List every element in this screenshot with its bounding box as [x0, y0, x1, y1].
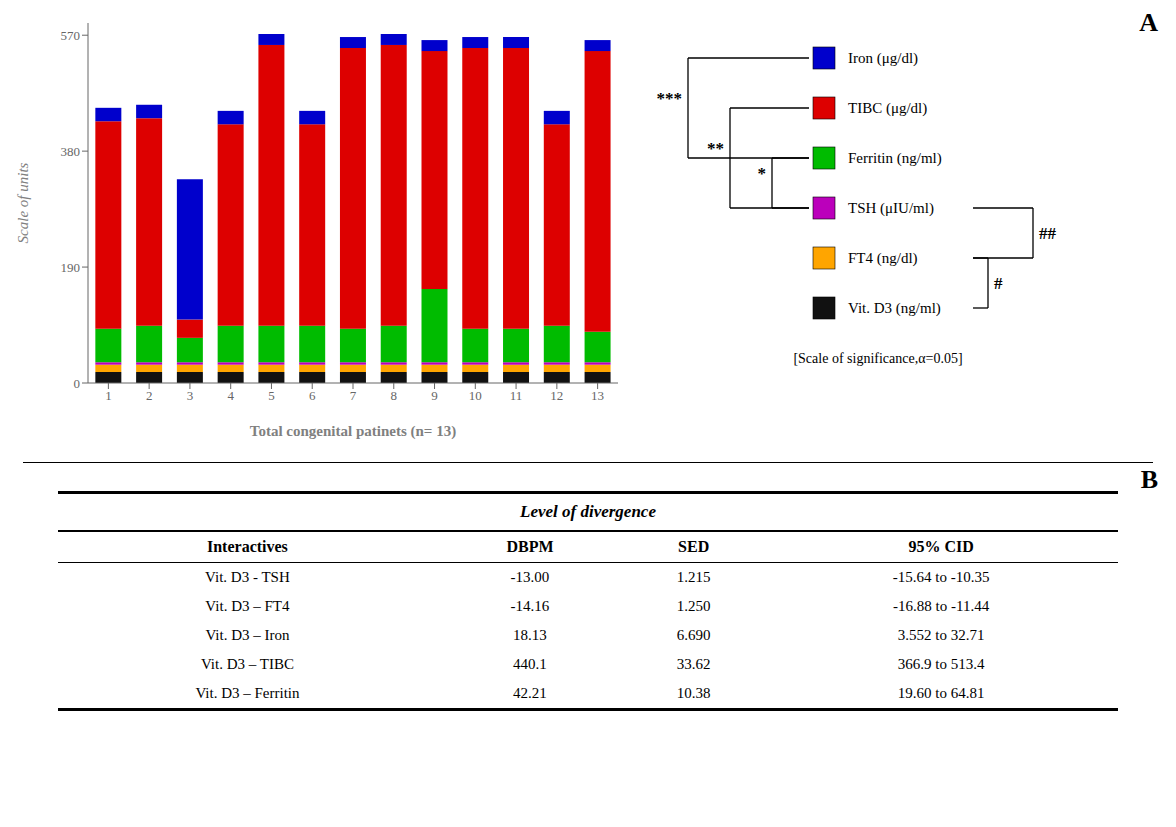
svg-text:13: 13	[591, 388, 604, 403]
svg-text:3: 3	[187, 388, 194, 403]
html-text:95% CID: 95% CID	[908, 538, 974, 555]
svg-text:7: 7	[350, 388, 357, 403]
svg-text:0: 0	[74, 376, 81, 391]
html-text:10.38: 10.38	[676, 685, 711, 701]
html-text:SED: SED	[678, 538, 710, 555]
svg-text:Total congenital patinets (n=: Total congenital patinets (n= 13)	[250, 423, 456, 440]
svg-text:Scale of units: Scale of units	[15, 162, 31, 243]
svg-text:TIBC (μg/dl): TIBC (μg/dl)	[848, 100, 927, 117]
svg-text:9: 9	[431, 388, 438, 403]
svg-text:570: 570	[61, 28, 81, 43]
svg-text:11: 11	[510, 388, 523, 403]
svg-text:5: 5	[268, 388, 275, 403]
svg-text:TSH (μIU/ml): TSH (μIU/ml)	[848, 200, 934, 217]
svg-text:#: #	[994, 274, 1003, 293]
html-text:Vit. D3 – Iron: Vit. D3 – Iron	[205, 627, 290, 643]
html-text:Level of divergence: Level of divergence	[520, 502, 656, 521]
svg-text:1: 1	[105, 388, 112, 403]
svg-text:*: *	[758, 164, 767, 183]
html-text:440.1: 440.1	[513, 656, 547, 672]
html-text:Vit. D3 – TIBC: Vit. D3 – TIBC	[200, 656, 294, 672]
html-text:19.60 to 64.81: 19.60 to 64.81	[897, 685, 985, 701]
svg-text:4: 4	[227, 388, 234, 403]
svg-text:##: ##	[1039, 224, 1057, 243]
svg-text:380: 380	[61, 144, 81, 159]
html-text:3.552 to 32.71: 3.552 to 32.71	[897, 627, 985, 643]
html-text:1.250: 1.250	[676, 598, 711, 614]
svg-text:12: 12	[550, 388, 563, 403]
html-text:33.62: 33.62	[676, 656, 711, 672]
svg-text:8: 8	[391, 388, 398, 403]
svg-text:190: 190	[61, 260, 81, 275]
html-text:366.9 to 513.4: 366.9 to 513.4	[897, 656, 985, 672]
html-text:42.21: 42.21	[513, 685, 547, 701]
svg-text:Iron (μg/dl): Iron (μg/dl)	[848, 50, 918, 67]
svg-text:2: 2	[146, 388, 153, 403]
html-text:-13.00: -13.00	[510, 569, 550, 585]
html-text:Interactives: Interactives	[207, 538, 288, 555]
html-text:A: A	[1139, 8, 1158, 37]
html-text:Vit. D3 – Ferritin: Vit. D3 – Ferritin	[195, 685, 300, 701]
svg-text:**: **	[707, 139, 724, 158]
html-text:B: B	[1140, 465, 1158, 494]
svg-text:Ferritin (ng/ml): Ferritin (ng/ml)	[848, 150, 942, 167]
html-text:18.13: 18.13	[513, 627, 547, 643]
svg-text:***: ***	[657, 89, 683, 108]
svg-text:[Scale of significance,α=0.05]: [Scale of significance,α=0.05]	[793, 351, 962, 366]
html-text:-15.64 to -10.35: -15.64 to -10.35	[892, 569, 990, 585]
html-text:Vit. D3 – FT4: Vit. D3 – FT4	[205, 598, 290, 614]
html-text:Vit. D3 - TSH: Vit. D3 - TSH	[205, 569, 290, 585]
html-text:-16.88 to -11.44: -16.88 to -11.44	[893, 598, 990, 614]
html-text:6.690: 6.690	[676, 627, 711, 643]
svg-text:Vit. D3 (ng/ml): Vit. D3 (ng/ml)	[848, 300, 941, 317]
html-text:1.215: 1.215	[676, 569, 711, 585]
html-text:DBPM: DBPM	[506, 538, 554, 555]
html-text:-14.16: -14.16	[510, 598, 550, 614]
svg-text:10: 10	[469, 388, 482, 403]
svg-text:6: 6	[309, 388, 316, 403]
svg-text:FT4 (ng/dl): FT4 (ng/dl)	[848, 250, 918, 267]
